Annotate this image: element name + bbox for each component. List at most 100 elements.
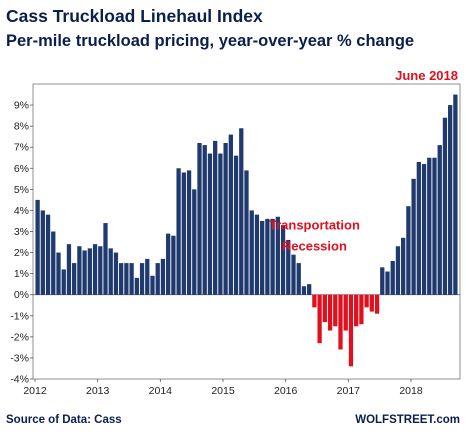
bar-negative (322, 294, 327, 323)
x-tick-label: 2015 (211, 385, 235, 397)
bar-negative (348, 294, 354, 367)
bar-negative (333, 294, 338, 327)
bar-negative (359, 294, 364, 325)
bar-positive (296, 263, 301, 295)
bar-positive (77, 246, 82, 295)
bar-positive (453, 94, 458, 295)
bar-positive (207, 153, 213, 295)
bar-positive (265, 218, 270, 295)
bar-positive (411, 178, 416, 295)
bar-positive (134, 277, 139, 295)
y-tick-label: -4% (10, 374, 29, 386)
bar-negative (374, 294, 380, 314)
bar-positive (254, 214, 260, 295)
bar-positive (150, 275, 155, 295)
bar-positive (280, 225, 286, 295)
y-tick-label: 0% (14, 289, 29, 301)
bar-positive (181, 172, 186, 295)
bar-positive (192, 189, 197, 295)
bar-positive (249, 210, 254, 295)
annotation-label: Recession (282, 238, 347, 253)
chart-labels: -4% -3% -2% -1% 0% 1% 2% 3% 4% 5% 6% 7% 8% 9% 2012 2013… (10, 68, 458, 397)
bar-positive (385, 271, 390, 295)
bar-positive (103, 223, 108, 295)
y-tick-label: 5% (14, 184, 29, 196)
bar-negative (312, 294, 317, 308)
bar-positive (390, 261, 395, 295)
bar-positive (427, 157, 432, 295)
bar-positive (197, 143, 202, 295)
bar-negative (338, 294, 343, 350)
bar-positive (113, 252, 119, 295)
bar-positive (307, 284, 312, 295)
bar-positive (72, 263, 77, 295)
bar-positive (239, 128, 244, 295)
bar-positive (213, 140, 218, 295)
bar-negative (354, 294, 359, 327)
y-tick-label: 4% (14, 205, 29, 217)
y-tick-label: 6% (14, 163, 29, 175)
bar-positive (421, 164, 427, 295)
bar-positive (223, 143, 228, 295)
chart-title: Cass Truckload Linehaul Index (6, 6, 263, 26)
bar-positive (186, 170, 192, 295)
bar-positive (98, 246, 103, 295)
site-credit: WOLFSTREET.com (355, 414, 460, 426)
bar-positive (108, 248, 113, 295)
bar-positive (448, 105, 453, 295)
y-tick-label: 2% (14, 247, 29, 259)
bar-positive (218, 153, 223, 295)
bar-positive (56, 252, 61, 295)
bar-positive (87, 248, 92, 295)
y-tick-label: 3% (14, 226, 29, 238)
y-tick-label: -1% (10, 310, 29, 322)
bar-positive (395, 246, 401, 295)
bar-positive (145, 258, 150, 295)
bar-positive (119, 263, 124, 295)
x-tick-label: 2017 (337, 385, 361, 397)
bar-positive (406, 206, 411, 295)
annotation-label: Transportation (269, 217, 360, 232)
bar-positive (301, 286, 307, 295)
bar-positive (202, 145, 207, 295)
bar-positive (155, 263, 160, 295)
bar-positive (40, 210, 45, 295)
y-tick-label: 8% (14, 121, 29, 133)
x-tick-label: 2016 (274, 385, 298, 397)
bar-positive (92, 244, 98, 295)
bar-negative (343, 294, 348, 331)
x-tick-label: 2013 (86, 385, 110, 397)
annotation-label: June 2018 (395, 68, 458, 83)
y-tick-label: 9% (14, 100, 29, 112)
bar-positive (380, 267, 385, 295)
y-tick-label: -3% (10, 352, 29, 364)
bar-positive (160, 258, 166, 295)
bar-positive (260, 220, 265, 295)
bar-negative (317, 294, 322, 344)
chart-bars (35, 94, 458, 367)
bar-positive (139, 263, 145, 295)
y-tick-label: 7% (14, 142, 29, 154)
bar-negative (364, 294, 369, 308)
bar-positive (35, 199, 40, 295)
y-tick-label: -2% (10, 331, 29, 343)
bar-positive (286, 239, 291, 295)
bar-positive (244, 170, 249, 295)
bar-positive (442, 117, 448, 295)
bar-positive (432, 157, 437, 295)
bar-negative (369, 294, 374, 312)
bar-positive (124, 263, 129, 295)
bar-positive (228, 134, 233, 295)
x-tick-label: 2018 (399, 385, 423, 397)
bar-positive (171, 235, 176, 295)
bar-positive (51, 231, 56, 295)
bar-positive (275, 216, 280, 295)
y-tick-label: 1% (14, 268, 29, 280)
source-note: Source of Data: Cass (6, 414, 122, 426)
bar-negative (327, 294, 333, 331)
bar-positive (233, 155, 239, 295)
bar-positive (291, 254, 296, 295)
bar-positive (437, 145, 442, 295)
x-tick-label: 2014 (149, 385, 173, 397)
